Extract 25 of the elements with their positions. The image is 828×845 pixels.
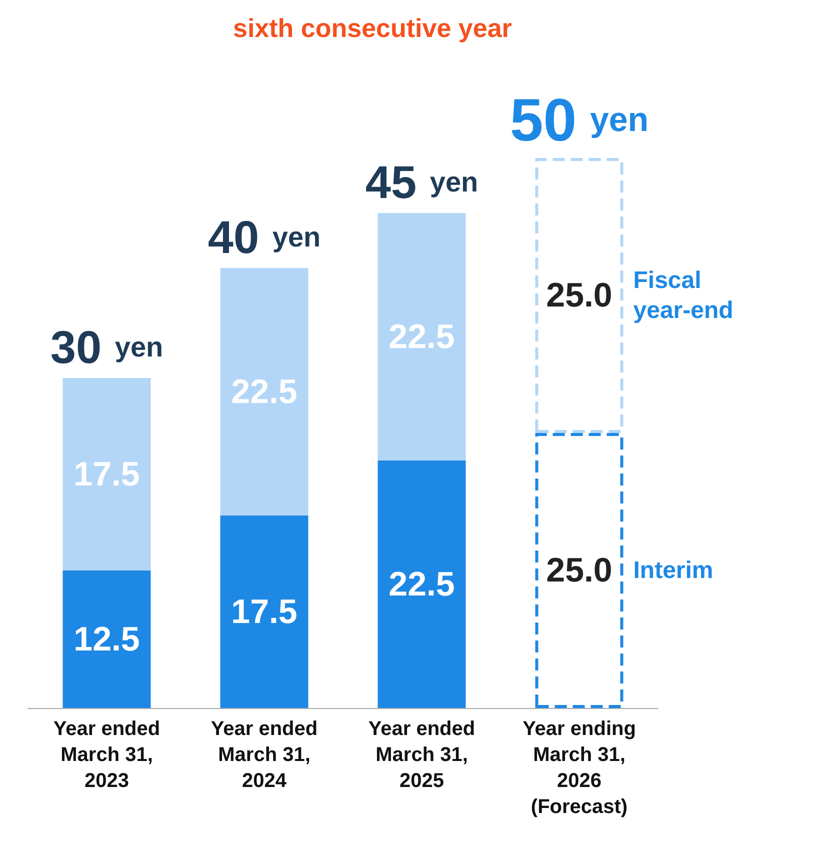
bar [62,570,151,708]
data-label: 17.5 [231,592,298,631]
bar [378,460,466,708]
total-label: 40 yen [208,211,321,263]
bar [378,213,466,460]
total-label: 30 yen [50,321,164,373]
data-label: 22.5 [388,565,455,604]
data-label: 22.5 [388,318,455,356]
bar [220,268,308,516]
x-tick-label: Year ended March 31, 2024 [210,718,318,792]
total-label: 50 yen [510,86,649,154]
chart-title: sixth consecutive year [233,13,512,43]
data-label: 25.0 [546,276,612,314]
data-label: 22.5 [231,372,298,411]
data-label: 25.0 [546,552,612,590]
x-tick-label: Year ending March 31, 2026 (Forecast) [522,718,636,818]
x-tick-label: Year ended March 31, 2023 [53,718,160,792]
bar [220,516,308,708]
data-label: 12.5 [74,620,140,658]
series-label: Fiscal year-end [633,267,734,324]
x-tick-label: Year ended March 31, 2025 [368,718,476,792]
total-label: 45 yen [365,156,478,208]
data-label: 17.5 [74,455,140,494]
bar [62,378,151,570]
series-label: Interim [633,557,714,584]
